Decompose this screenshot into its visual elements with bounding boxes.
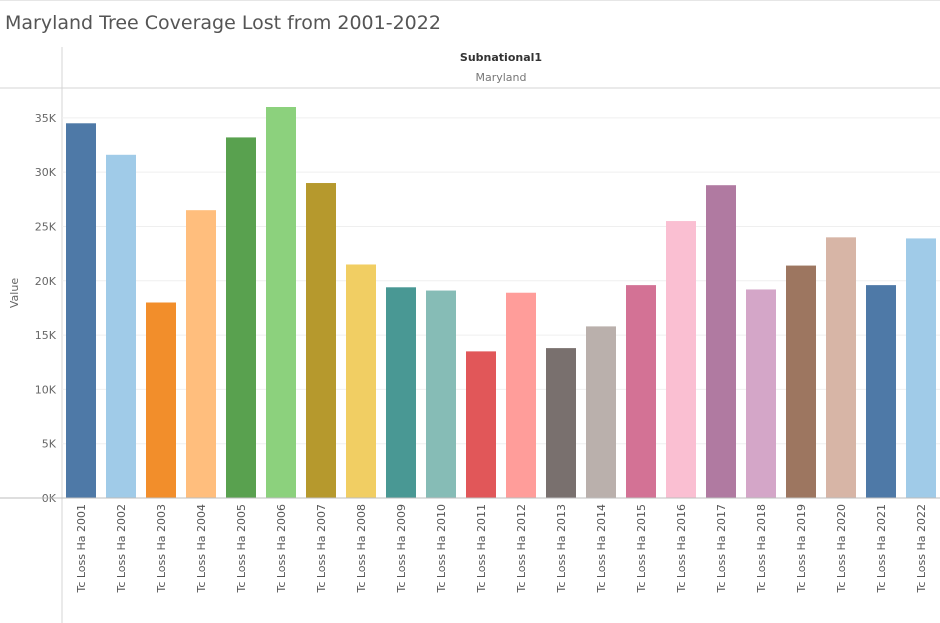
x-tick-label: Tc Loss Ha 2004 (195, 504, 208, 594)
x-tick-label: Tc Loss Ha 2003 (155, 504, 168, 594)
bar (186, 210, 216, 499)
bar (666, 221, 696, 498)
bar (906, 238, 936, 499)
bar (146, 302, 176, 498)
x-tick-label: Tc Loss Ha 2011 (475, 504, 488, 594)
bar (466, 351, 496, 498)
x-tick-label: Tc Loss Ha 2002 (115, 504, 128, 594)
x-tick-label: Tc Loss Ha 2021 (875, 504, 888, 594)
x-tick-label: Tc Loss Ha 2010 (435, 504, 448, 594)
y-axis-title: Value (8, 278, 21, 308)
bar (106, 154, 136, 499)
x-tick-label: Tc Loss Ha 2008 (355, 504, 368, 594)
y-tick-label: 25K (35, 220, 57, 233)
bar (586, 326, 616, 498)
y-tick-label: 30K (35, 166, 57, 179)
header-field-label: Subnational1 (460, 51, 542, 64)
header-field-value: Maryland (475, 71, 526, 84)
x-tick-label: Tc Loss Ha 2014 (595, 504, 608, 594)
y-tick-label: 15K (35, 329, 57, 342)
bar (546, 348, 576, 498)
x-axis-ticks: Tc Loss Ha 2001 Tc Loss Ha 2002 Tc Loss Ha… (75, 504, 928, 594)
x-tick-label: Tc Loss Ha 2006 (275, 504, 288, 594)
bar (66, 123, 96, 499)
bar (786, 265, 816, 498)
bar (226, 137, 256, 498)
bar (506, 292, 536, 498)
bar (866, 285, 896, 498)
x-tick-label: Tc Loss Ha 2012 (515, 504, 528, 594)
x-tick-label: Tc Loss Ha 2017 (715, 504, 728, 594)
bar (266, 107, 296, 498)
y-tick-label: 10K (35, 383, 57, 396)
y-tick-label: 5K (42, 438, 57, 451)
x-tick-label: Tc Loss Ha 2019 (795, 504, 808, 594)
x-tick-label: Tc Loss Ha 2022 (915, 504, 928, 594)
bar (706, 185, 736, 498)
bar (346, 264, 376, 498)
bar (386, 287, 416, 498)
x-tick-label: Tc Loss Ha 2018 (755, 504, 768, 594)
x-tick-label: Tc Loss Ha 2020 (835, 504, 848, 594)
x-tick-label: Tc Loss Ha 2005 (235, 504, 248, 594)
x-tick-label: Tc Loss Ha 2016 (675, 504, 688, 594)
chart-title: Maryland Tree Coverage Lost from 2001-20… (5, 12, 441, 34)
bars (66, 107, 936, 499)
x-tick-label: Tc Loss Ha 2001 (75, 504, 88, 594)
x-tick-label: Tc Loss Ha 2009 (395, 504, 408, 594)
x-tick-label: Tc Loss Ha 2013 (555, 504, 568, 594)
bar (426, 290, 456, 498)
y-tick-label: 20K (35, 275, 57, 288)
bar (826, 237, 856, 499)
bar (306, 183, 336, 498)
top-rule (0, 0, 940, 1)
bar (746, 289, 776, 498)
bar (626, 285, 656, 498)
x-tick-label: Tc Loss Ha 2015 (635, 504, 648, 594)
y-tick-label: 35K (35, 112, 57, 125)
x-tick-label: Tc Loss Ha 2007 (315, 504, 328, 594)
